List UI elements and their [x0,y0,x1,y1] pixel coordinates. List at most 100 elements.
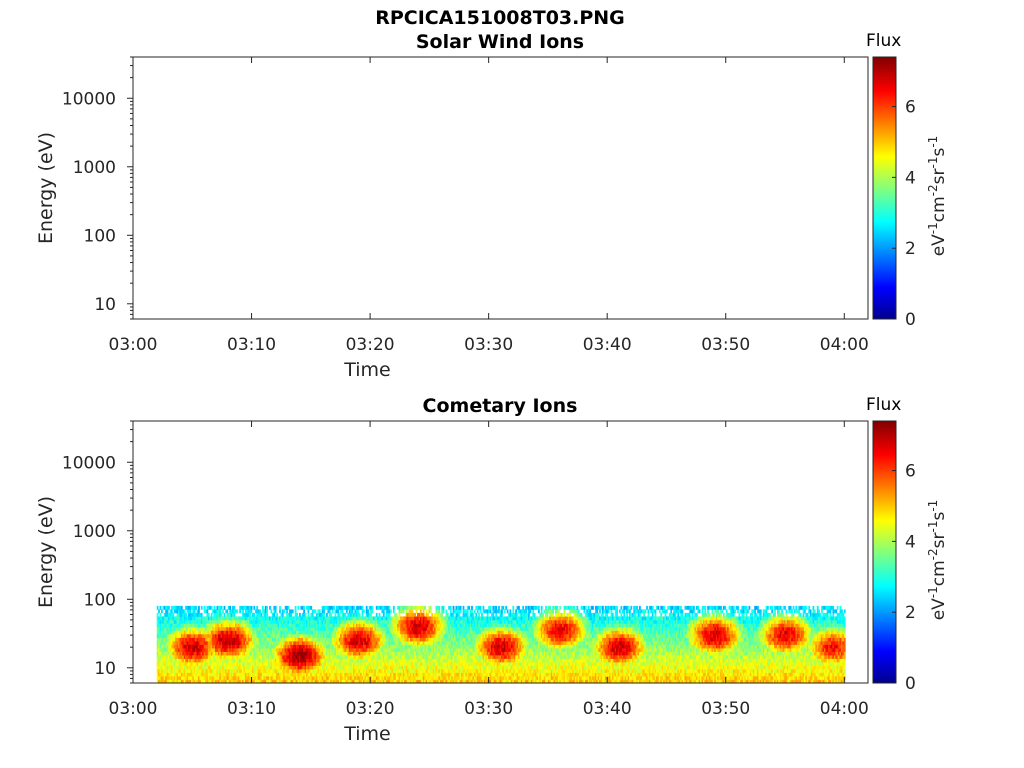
heatmap-cell [179,658,182,663]
heatmap-cell [159,616,162,621]
heatmap-cell [188,634,190,638]
heatmap-cell [475,623,478,628]
heatmap-cell [377,644,379,649]
heatmap-cell [284,648,287,652]
heatmap-cell [300,641,303,645]
heatmap-cell [256,609,259,614]
heatmap-cell [417,651,419,656]
heatmap-cell [189,641,192,645]
heatmap-cell [259,623,261,628]
heatmap-cell [364,672,367,677]
heatmap-cell [428,609,431,614]
heatmap-cell [192,605,195,610]
heatmap-cell [347,616,350,621]
heatmap-cell [180,665,183,670]
heatmap-cell [279,616,281,621]
heatmap-cell [270,665,273,670]
heatmap-cell [158,648,160,652]
heatmap-cell [432,651,435,656]
heatmap-cell [247,662,250,666]
heatmap-cell [348,626,351,631]
heatmap-cell [240,616,243,621]
heatmap-cell [422,658,425,663]
heatmap-cell [347,669,350,673]
heatmap-cell [156,651,159,656]
heatmap-cell [464,626,466,631]
heatmap-cell [350,612,352,617]
heatmap-cell [161,637,163,642]
heatmap-cell [380,648,382,652]
heatmap-cell [469,655,472,659]
heatmap-cell [183,630,186,635]
heatmap-cell [357,648,360,652]
heatmap-cell [394,623,397,628]
heatmap-cell [404,616,406,621]
heatmap-cell [409,644,412,649]
heatmap-cell [223,612,226,617]
heatmap-cell [381,605,384,610]
heatmap-cell [195,626,197,631]
heatmap-cell [279,676,281,680]
heatmap-cell [438,676,441,680]
heatmap-cell [233,679,236,684]
heatmap-cell [456,619,459,624]
heatmap-cell [344,637,347,642]
heatmap-cell [203,662,206,666]
heatmap-cell [327,658,330,663]
heatmap-cell [270,672,273,677]
heatmap-cell [190,605,193,610]
heatmap-cell [227,658,230,663]
heatmap-cell [338,648,341,652]
heatmap-cell [165,679,167,684]
heatmap-cell [294,612,297,617]
heatmap-cell [270,669,273,673]
heatmap-cell [461,644,463,649]
heatmap-cell [419,630,422,635]
heatmap-cell [372,634,375,638]
heatmap-cell [270,619,273,624]
heatmap-cell [163,679,166,684]
heatmap-cell [318,630,321,635]
heatmap-cell [429,658,432,663]
heatmap-cell [318,634,321,638]
heatmap-cell [337,665,340,670]
heatmap-cell [428,634,431,638]
heatmap-cell [250,609,253,614]
heatmap-cell [198,630,200,635]
heatmap-cell [286,616,288,621]
heatmap-cell [247,672,250,677]
heatmap-cell [387,616,389,621]
heatmap-cell [412,658,415,663]
heatmap-cell [468,644,471,649]
heatmap-cell [435,605,438,610]
heatmap-cell [478,655,480,659]
heatmap-cell [217,634,220,638]
heatmap-cell [222,630,224,635]
heatmap-cell [476,648,479,652]
heatmap-cell [388,623,391,628]
heatmap-cell [250,644,253,649]
heatmap-cell [220,648,223,652]
heatmap-cell [156,623,159,628]
heatmap-cell [226,672,229,677]
heatmap-cell [382,612,385,617]
heatmap-cell [210,662,213,666]
heatmap-cell [341,641,344,645]
heatmap-cell [333,658,335,663]
heatmap-cell [283,623,286,628]
heatmap-cell [270,616,273,621]
heatmap-cell [459,658,462,663]
heatmap-cell [254,658,257,663]
heatmap-cell [215,644,217,649]
heatmap-cell [340,669,342,673]
heatmap-cell [291,651,294,656]
heatmap-cell [173,679,176,684]
heatmap-cell [193,679,196,684]
heatmap-cell [336,623,338,628]
heatmap-cell [445,655,448,659]
heatmap-cell [304,655,307,659]
heatmap-cell [212,679,214,684]
heatmap-cell [304,676,307,680]
heatmap-cell [259,641,261,645]
heatmap-cell [469,665,472,670]
